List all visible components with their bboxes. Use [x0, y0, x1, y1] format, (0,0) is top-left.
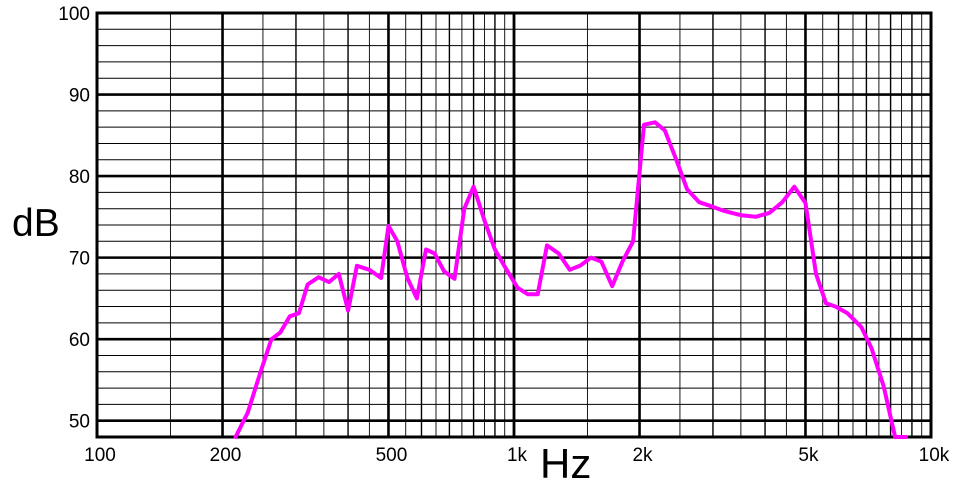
y-axis-title: dB [12, 202, 60, 245]
x-tick-label: 10k [919, 445, 950, 466]
tick-labels: 50 60 70 80 90 100 100 200 500 1k 2k 5k 10k [58, 4, 950, 466]
x-tick-label: 2k [632, 445, 653, 466]
series-layer [233, 120, 908, 439]
x-axis-title: Hz [540, 440, 591, 483]
y-tick-label: 50 [69, 412, 90, 433]
y-tick-label: 90 [69, 86, 90, 107]
grid-major [95, 11, 933, 439]
plot-frame [95, 11, 933, 439]
series-line-0 [233, 120, 908, 439]
x-tick-label: 500 [376, 445, 408, 466]
y-tick-label: 80 [69, 167, 90, 188]
y-tick-label: 60 [69, 330, 90, 351]
x-tick-label: 100 [84, 445, 116, 466]
x-tick-label: 200 [210, 445, 242, 466]
x-tick-label: 1k [507, 445, 528, 466]
y-tick-label: 70 [69, 249, 90, 270]
y-tick-label: 100 [58, 4, 90, 25]
x-tick-label: 5k [798, 445, 819, 466]
